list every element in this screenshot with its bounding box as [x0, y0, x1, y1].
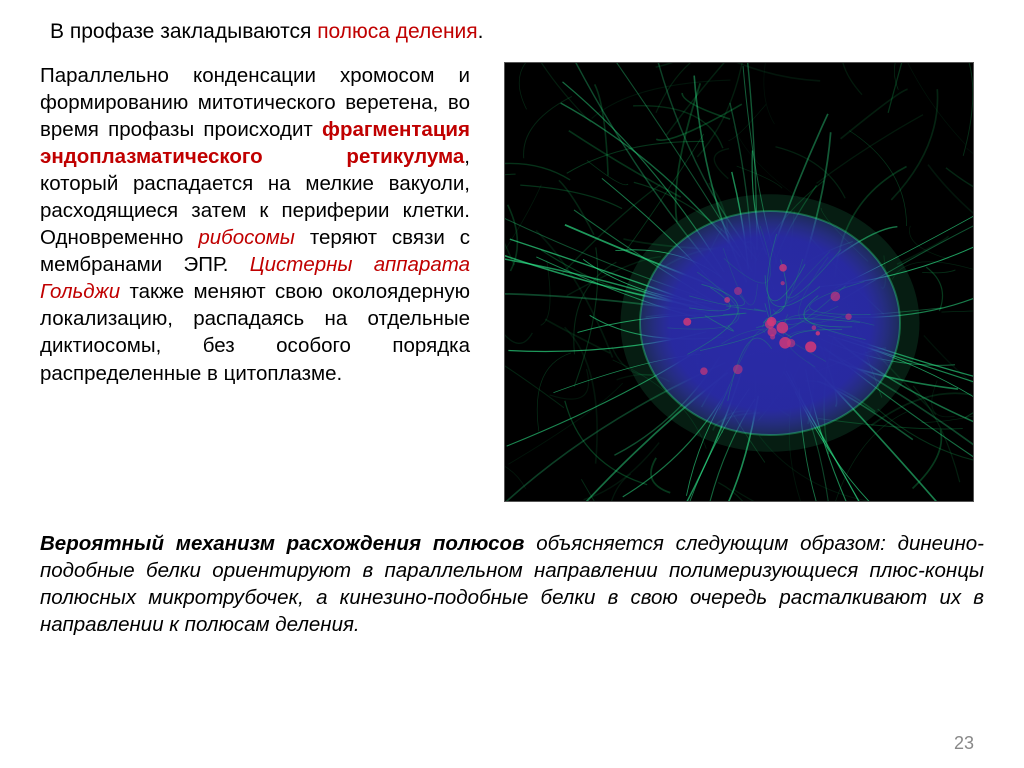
- title-part1: В профазе закладываются: [50, 20, 317, 43]
- main-paragraph: Параллельно конденсации хромосом и форми…: [40, 62, 470, 502]
- page-number: 23: [954, 733, 974, 754]
- content-row: Параллельно конденсации хромосом и форми…: [40, 62, 984, 502]
- bottom-lead: Вероятный механизм расхождения полюсов: [40, 532, 524, 555]
- title-part2: .: [478, 20, 484, 43]
- image-column: [494, 62, 984, 502]
- bottom-paragraph: Вероятный механизм расхождения полюсов о…: [40, 530, 984, 638]
- title-highlight: полюса деления: [317, 20, 477, 43]
- slide-title: В профазе закладываются полюса деления.: [50, 20, 984, 44]
- para-highlight2: рибосомы: [198, 226, 295, 249]
- cell-micrograph: [504, 62, 974, 502]
- cell-svg: [505, 63, 974, 502]
